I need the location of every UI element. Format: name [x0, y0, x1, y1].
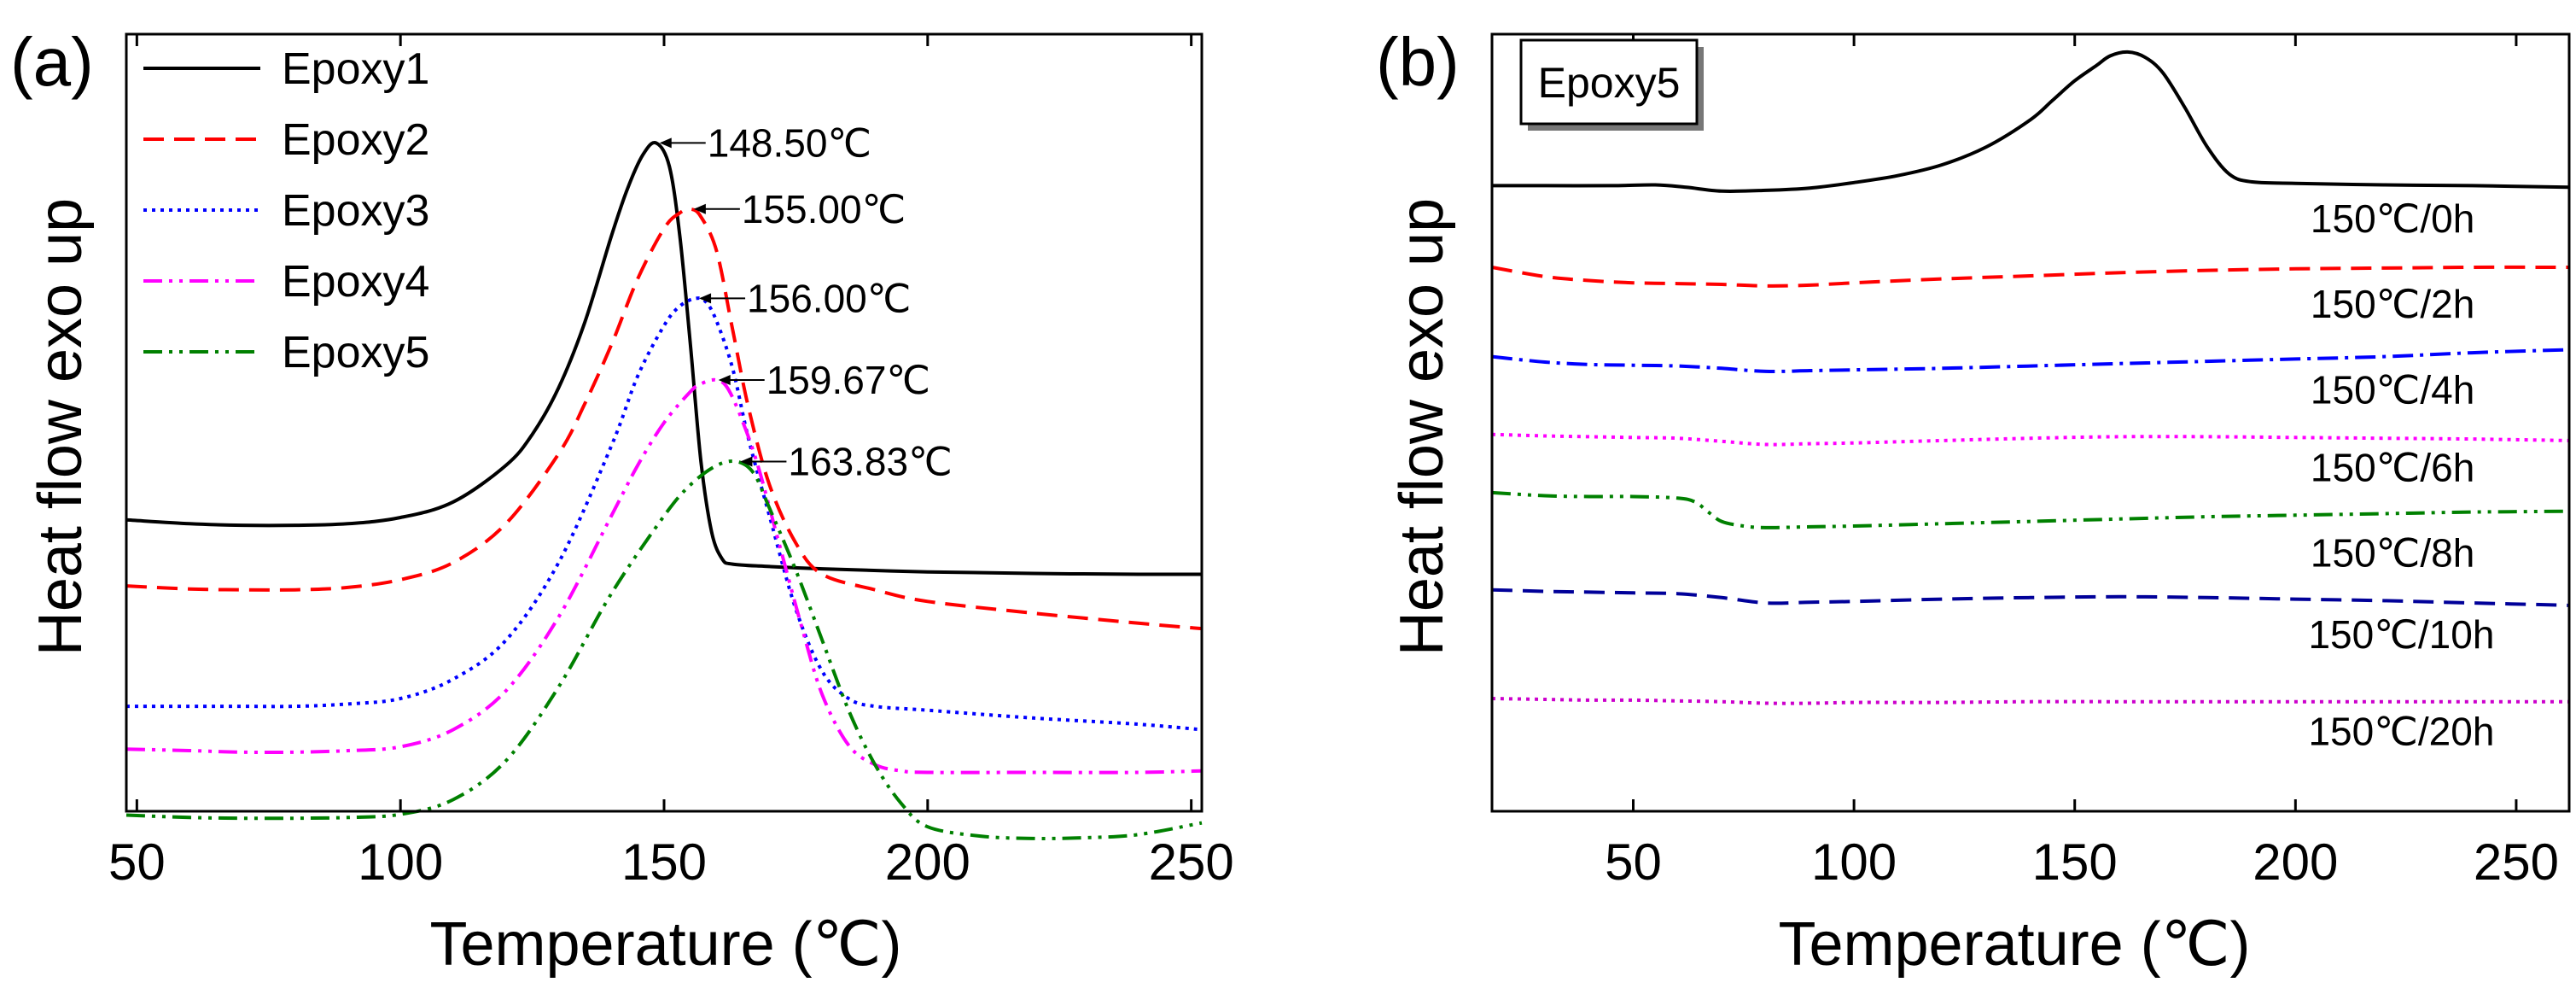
b-series-label-2: 150℃/4h	[2311, 367, 2474, 412]
a-peak-arrowhead-4	[740, 456, 753, 467]
panel-a-series-lines	[125, 140, 1203, 840]
panel-a-y-axis-title: Heat flow exo up	[26, 198, 95, 656]
a-peak-label-2: 156.00℃	[747, 276, 911, 320]
panel-b-tick-labels: 50 100 150 200 250	[1605, 833, 2559, 891]
a-peak-arrowhead-0	[659, 137, 672, 149]
panel-b-sample-tag: Epoxy5	[1519, 38, 1704, 131]
sample-tag-box	[1519, 38, 1699, 126]
panel-b-series-lines	[1491, 50, 2570, 705]
b-series-line-150-6h	[1491, 432, 2570, 447]
panel-b-series-labels: 150℃/0h 150℃/2h 150℃/4h 150℃/6h 150℃/8h 150℃/…	[2308, 196, 2494, 754]
a-series-line-epoxy2	[125, 207, 1203, 631]
b-series-label-3: 150℃/6h	[2311, 445, 2474, 489]
a-legend-label-epoxy4: Epoxy4	[282, 257, 429, 307]
a-legend-label-epoxy5: Epoxy5	[282, 328, 429, 377]
a-peak-arrowhead-3	[718, 374, 731, 385]
b-series-line-150-20h	[1491, 697, 2569, 705]
b-series-label-1: 150℃/2h	[2311, 282, 2474, 326]
a-x-tick-label-250: 250	[1149, 833, 1234, 891]
a-peak-label-0: 148.50℃	[708, 120, 871, 165]
b-series-label-4: 150℃/8h	[2311, 530, 2474, 575]
b-series-line-150-2h	[1491, 265, 2570, 288]
a-peak-label-1: 155.00℃	[742, 187, 906, 231]
b-series-line-150-8h	[1491, 490, 2570, 529]
panel-b-label: (b)	[1376, 24, 1460, 100]
panel-a: (a) Heat flow exo up Temperature (℃) 50 1…	[10, 24, 1234, 979]
a-legend-label-epoxy1: Epoxy1	[282, 44, 429, 94]
a-series-line-epoxy5	[125, 459, 1203, 840]
a-series-line-epoxy3	[126, 296, 1203, 732]
a-peak-label-4: 163.83℃	[788, 440, 952, 484]
a-x-tick-label-50: 50	[108, 833, 166, 891]
panel-a-peak-annotations: 148.50℃ 155.00℃ 156.00℃ 159.67℃ 163.83℃	[659, 120, 953, 484]
a-peak-arrowhead-2	[699, 293, 712, 304]
a-peak-label-3: 159.67℃	[766, 358, 930, 402]
sample-tag-text: Epoxy5	[1538, 59, 1681, 107]
b-series-label-0: 150℃/0h	[2311, 196, 2474, 241]
a-series-line-epoxy4	[125, 377, 1203, 775]
a-x-tick-label-150: 150	[621, 833, 707, 891]
panel-a-x-axis-title: Temperature (℃)	[429, 910, 901, 979]
b-x-tick-label-100: 100	[1811, 833, 1897, 891]
panel-b-ticks	[1632, 34, 2518, 811]
panel-a-ticks	[135, 34, 1193, 811]
a-x-tick-label-100: 100	[358, 833, 443, 891]
panel-a-label: (a)	[10, 24, 94, 100]
b-x-tick-label-150: 150	[2032, 833, 2118, 891]
b-series-line-150-10h	[1491, 588, 2570, 607]
panel-a-plot-frame	[125, 32, 1203, 813]
b-x-tick-label-200: 200	[2253, 833, 2338, 891]
panel-b-y-axis-title: Heat flow exo up	[1388, 198, 1456, 656]
b-series-line-150-4h	[1491, 348, 2570, 374]
panel-b-x-axis-title: Temperature (℃)	[1778, 910, 2250, 979]
a-x-tick-label-200: 200	[885, 833, 970, 891]
b-series-label-6: 150℃/20h	[2308, 710, 2494, 754]
b-series-line-150-0h	[1492, 50, 2570, 193]
a-legend-label-epoxy3: Epoxy3	[282, 186, 429, 236]
a-series-line-epoxy1	[125, 140, 1203, 576]
panel-b: (b) Heat flow exo up Temperature (℃) 50 1…	[1376, 24, 2571, 979]
panel-a-tick-labels: 50 100 150 200 250	[108, 833, 1234, 891]
b-x-tick-label-50: 50	[1605, 833, 1662, 891]
a-legend-label-epoxy2: Epoxy2	[282, 115, 429, 165]
panel-a-legend: Epoxy1 Epoxy2 Epoxy3 Epoxy4 Epoxy5	[143, 44, 429, 377]
a-peak-arrowhead-1	[693, 203, 706, 214]
panel-b-plot-frame	[1490, 32, 2571, 813]
b-series-label-5: 150℃/10h	[2308, 612, 2494, 657]
b-x-tick-label-250: 250	[2474, 833, 2559, 891]
